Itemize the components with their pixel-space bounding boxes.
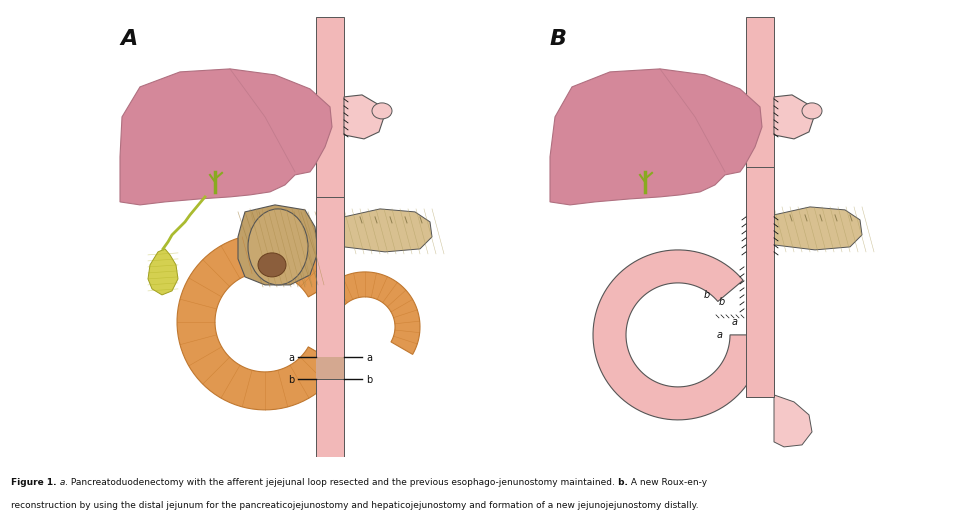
Text: b: b — [704, 290, 710, 300]
Text: B: B — [550, 29, 567, 49]
Polygon shape — [120, 69, 332, 205]
Text: b: b — [288, 375, 294, 385]
Polygon shape — [774, 207, 862, 250]
Text: A new Roux-en-y: A new Roux-en-y — [628, 478, 707, 487]
Polygon shape — [593, 250, 763, 420]
Bar — [316, 379, 344, 457]
Text: A: A — [120, 29, 138, 49]
Polygon shape — [238, 205, 318, 285]
Text: Figure 1.: Figure 1. — [11, 478, 57, 487]
Text: a.: a. — [57, 478, 68, 487]
Ellipse shape — [258, 253, 286, 277]
Bar — [316, 17, 344, 397]
Polygon shape — [344, 209, 432, 252]
Polygon shape — [774, 95, 814, 139]
Text: b: b — [366, 375, 372, 385]
Text: Pancreatoduodenectomy with the afferent jejejunal loop resected and the previous: Pancreatoduodenectomy with the afferent … — [68, 478, 615, 487]
Text: a: a — [366, 353, 372, 363]
Polygon shape — [550, 69, 762, 205]
Ellipse shape — [802, 103, 822, 119]
Bar — [316, 197, 344, 407]
Bar — [746, 17, 774, 397]
Text: b.: b. — [615, 478, 628, 487]
Bar — [746, 167, 774, 397]
Ellipse shape — [248, 209, 308, 285]
Ellipse shape — [372, 103, 392, 119]
Polygon shape — [177, 234, 341, 410]
Bar — [316, 357, 344, 379]
Text: a: a — [288, 353, 294, 363]
Text: b: b — [719, 297, 725, 307]
Text: a: a — [717, 330, 723, 340]
Polygon shape — [344, 95, 384, 139]
Text: a: a — [732, 317, 738, 327]
Text: reconstruction by using the distal jejunum for the pancreaticojejunostomy and he: reconstruction by using the distal jejun… — [11, 501, 699, 509]
Polygon shape — [148, 249, 178, 295]
Polygon shape — [317, 272, 420, 354]
Polygon shape — [774, 395, 812, 447]
